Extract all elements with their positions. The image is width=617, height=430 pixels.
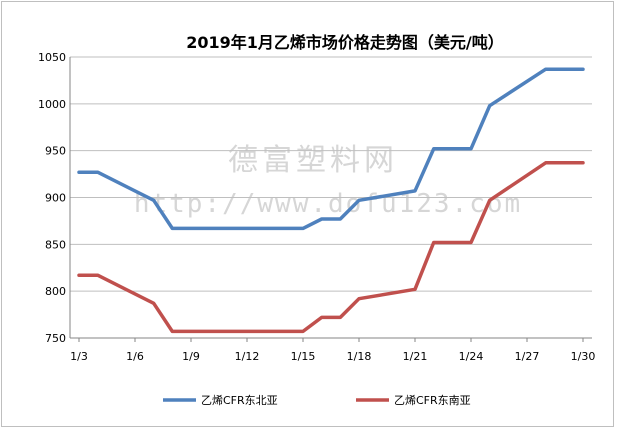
legend-label-2: 乙烯CFR东南亚 xyxy=(394,394,471,407)
x-tick-label: 1/6 xyxy=(126,350,144,363)
x-tick-label: 1/21 xyxy=(403,350,428,363)
legend: 乙烯CFR东北亚 乙烯CFR东南亚 xyxy=(163,394,471,407)
legend-label-1: 乙烯CFR东北亚 xyxy=(201,394,278,407)
x-tick-label: 1/9 xyxy=(182,350,200,363)
x-tick-label: 1/24 xyxy=(459,350,484,363)
y-tick-label: 1050 xyxy=(38,51,66,64)
x-tick-label: 1/27 xyxy=(515,350,540,363)
y-tick-label: 750 xyxy=(45,332,66,345)
x-tick-label: 1/18 xyxy=(347,350,372,363)
chart-title: 2019年1月乙烯市场价格走势图（美元/吨） xyxy=(186,33,504,52)
x-tick-label: 1/30 xyxy=(571,350,596,363)
series-line-2 xyxy=(77,161,585,334)
x-tick-label: 1/3 xyxy=(70,350,88,363)
x-tick-label: 1/15 xyxy=(291,350,316,363)
y-tick-label: 1000 xyxy=(38,98,66,111)
watermark-line2: http://www.dofu123.com xyxy=(134,189,522,219)
y-tick-label: 850 xyxy=(45,238,66,251)
gridlines xyxy=(69,56,592,339)
y-tick-label: 900 xyxy=(45,192,66,205)
y-axis: 750 800 850 900 950 1000 1050 xyxy=(38,51,66,345)
watermark-line1: 德富塑料网 xyxy=(228,143,398,178)
x-tick-label: 1/12 xyxy=(235,350,260,363)
y-tick-label: 950 xyxy=(45,145,66,158)
series-lines xyxy=(77,67,585,334)
x-axis: 1/3 1/6 1/9 1/12 1/15 1/18 1/21 1/24 1/27 1/30 xyxy=(70,338,595,363)
series-line-1 xyxy=(77,67,585,231)
y-tick-label: 800 xyxy=(45,285,66,298)
